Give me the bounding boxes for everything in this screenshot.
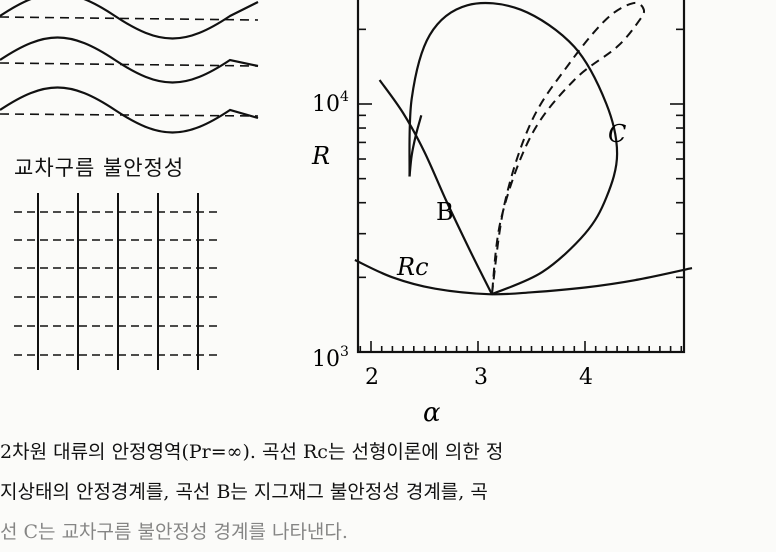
wave-1: [0, 0, 259, 40]
cross-roll-label: 교차구름 불안정성: [14, 156, 185, 180]
curve-C: [408, 1, 619, 296]
cross-roll-vertical-lines: [37, 193, 199, 370]
curve-label-Rc: Rc: [396, 253, 429, 281]
curve-label-C: C: [608, 120, 626, 148]
curve-Rc: [354, 259, 693, 296]
curve-B: [378, 79, 493, 295]
figure: 104 103 R 2 3 4 α B C Rc: [0, 0, 693, 428]
zigzag-diagram: [0, 0, 259, 134]
curve-B-upper: [408, 115, 423, 177]
caption-line-3: 선 C는 교차구름 불안정성 경계를 나타낸다.: [0, 521, 348, 543]
cross-roll-dashed-lines: [14, 211, 222, 356]
y-tick-10e4: 104: [312, 89, 349, 117]
wave-3: [0, 86, 259, 134]
stability-chart: 104 103 R 2 3 4 α B C Rc: [311, 0, 693, 428]
x-tick-4: 4: [579, 365, 593, 390]
cross-roll-diagram: [14, 193, 222, 370]
caption-line-2: 지상태의 안정경계를, 곡선 B는 지그재그 불안정성 경계를, 곡: [0, 481, 488, 503]
wave-1-axis: [0, 16, 259, 21]
x-axis-label: α: [423, 398, 441, 428]
plot-frame: [356, 0, 686, 354]
wave-3-axis: [0, 113, 259, 117]
wave-2-axis: [0, 62, 259, 67]
curve-label-B: B: [436, 198, 454, 226]
curve-dashed: [490, 1, 646, 295]
curves: [354, 1, 693, 296]
wave-2: [0, 36, 259, 84]
y-tick-10e3: 103: [312, 344, 349, 372]
y-axis-label: R: [311, 142, 330, 170]
axis-ticks: [358, 28, 684, 353]
x-tick-3: 3: [474, 365, 488, 390]
x-tick-2: 2: [365, 365, 379, 390]
caption-line-1: 2차원 대류의 안정영역(Pr=∞). 곡선 Rc는 선형이론에 의한 정: [0, 441, 504, 463]
